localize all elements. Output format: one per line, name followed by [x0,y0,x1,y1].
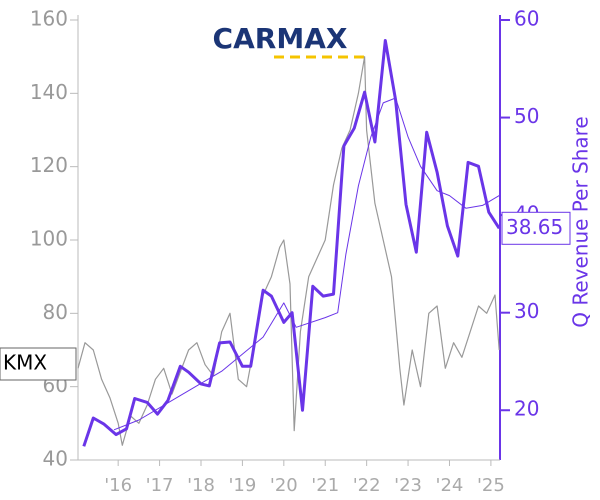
ticker-box [0,347,77,381]
y2-tick-label: 20 [514,397,539,421]
y2-axis-label: Q Revenue Per Share [569,116,593,328]
x-tick-label: '17 [146,475,174,496]
y-tick-label: 100 [30,227,68,251]
x-tick-label: '22 [353,475,381,496]
y-tick-label: 140 [30,80,68,104]
last-value-box [501,211,571,245]
y-tick-label: 80 [43,300,68,324]
x-tick-label: '18 [187,475,215,496]
y2-tick-label: 30 [514,299,539,323]
x-tick-label: '16 [104,475,132,496]
last-value-label: 38.65 [506,215,563,239]
x-tick-label: '19 [228,475,256,496]
x-tick-label: '23 [394,475,422,496]
y-tick-label: 160 [30,7,68,31]
y-tick-label: 40 [43,447,68,471]
y-tick-label: 120 [30,153,68,177]
series-line [113,97,500,431]
y2-tick-label: 60 [514,7,539,31]
y2-tick-label: 50 [514,104,539,128]
x-tick-label: '24 [436,475,464,496]
logo: CARMAX [213,22,348,55]
series-line [77,56,500,446]
ticker-label: KMX [3,351,47,375]
x-tick-label: '20 [270,475,298,496]
x-tick-label: '21 [311,475,339,496]
series-line [82,39,501,447]
x-tick-label: '25 [477,475,505,496]
